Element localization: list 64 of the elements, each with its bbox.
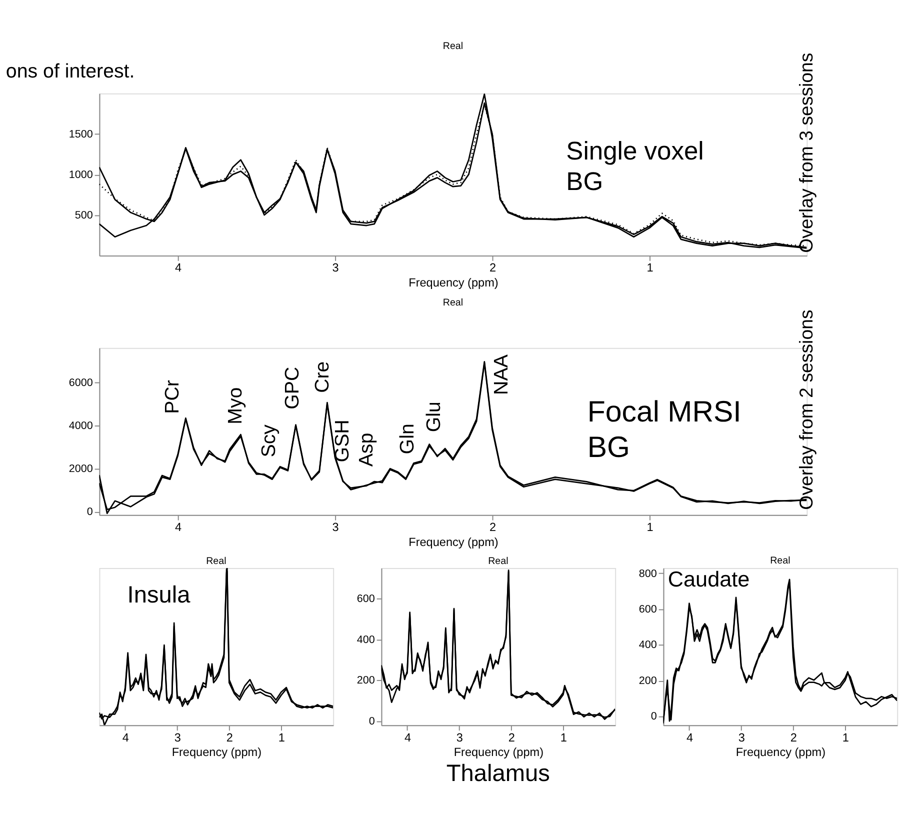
text: ons of interest. bbox=[6, 60, 135, 83]
x-tick-label: 3 bbox=[332, 262, 340, 275]
x-tick-label: 1 bbox=[646, 262, 654, 275]
annotation: Glu bbox=[422, 402, 445, 432]
annotation: Cre bbox=[312, 361, 334, 393]
y-tick-label: 200 bbox=[638, 674, 657, 687]
x-tick-label: 1 bbox=[842, 731, 849, 744]
x-tick-label: 2 bbox=[226, 731, 233, 744]
chart-title: Real bbox=[442, 298, 464, 309]
annotation: Asp bbox=[356, 432, 378, 467]
x-tick-label: 3 bbox=[456, 731, 464, 744]
text: Thalamus bbox=[446, 760, 550, 786]
annotation: PCr bbox=[162, 380, 184, 414]
annotation: Scy bbox=[258, 424, 280, 458]
x-axis-title: Frequency (ppm) bbox=[736, 746, 826, 760]
annotation: GPC bbox=[281, 366, 304, 410]
annotation: Overlay from 3 sessions bbox=[796, 52, 817, 253]
annotation: Focal MRSI BG bbox=[587, 396, 742, 464]
y-tick-label: 500 bbox=[74, 209, 93, 222]
annotation: GSH bbox=[332, 420, 354, 462]
y-tick-label: 400 bbox=[356, 634, 375, 646]
y-tick-label: 800 bbox=[638, 568, 657, 580]
x-tick-label: 2 bbox=[489, 521, 496, 534]
x-axis-title: Frequency (ppm) bbox=[454, 746, 544, 760]
chart-title: Real bbox=[770, 556, 790, 567]
x-tick-label: 2 bbox=[790, 731, 797, 744]
x-tick-label: 1 bbox=[278, 731, 285, 744]
chart-title: Real bbox=[488, 556, 508, 568]
y-tick-label: 600 bbox=[638, 604, 657, 616]
y-tick-label: 1000 bbox=[68, 168, 93, 181]
x-tick-label: 4 bbox=[404, 731, 412, 744]
annotation: Gln bbox=[396, 424, 419, 454]
x-tick-label: 4 bbox=[175, 262, 182, 275]
y-tick-label: 0 bbox=[650, 710, 657, 723]
y-tick-label: 2000 bbox=[68, 463, 93, 476]
chart-title: Real bbox=[206, 556, 226, 568]
y-tick-label: 600 bbox=[356, 593, 375, 606]
x-tick-label: 4 bbox=[175, 521, 182, 534]
y-tick-label: 200 bbox=[356, 674, 375, 687]
annotation: Caudate bbox=[668, 566, 750, 592]
annotation: Single voxel BG bbox=[566, 137, 704, 196]
y-tick-label: 4000 bbox=[68, 420, 93, 432]
y-tick-label: 0 bbox=[368, 716, 375, 728]
annotation: NAA bbox=[490, 354, 513, 395]
annotation: Myo bbox=[224, 387, 247, 424]
x-axis-title: Frequency (ppm) bbox=[408, 276, 498, 290]
y-tick-label: 400 bbox=[638, 639, 657, 652]
y-tick-label: 0 bbox=[86, 506, 93, 518]
x-tick-label: 2 bbox=[508, 731, 515, 744]
x-tick-label: 4 bbox=[122, 731, 130, 744]
x-axis-title: Frequency (ppm) bbox=[408, 536, 498, 549]
x-tick-label: 3 bbox=[332, 521, 340, 534]
x-tick-label: 1 bbox=[560, 731, 567, 744]
x-tick-label: 1 bbox=[646, 521, 654, 534]
y-tick-label: 6000 bbox=[68, 376, 93, 389]
x-tick-label: 3 bbox=[738, 731, 746, 744]
y-tick-label: 1500 bbox=[68, 128, 93, 140]
x-tick-label: 3 bbox=[174, 731, 182, 744]
x-tick-label: 4 bbox=[686, 731, 694, 744]
x-tick-label: 2 bbox=[489, 262, 496, 275]
chart-title: Real bbox=[442, 40, 464, 52]
annotation: Overlay from 2 sessions bbox=[796, 310, 817, 510]
x-axis-title: Frequency (ppm) bbox=[172, 746, 262, 760]
annotation: Insula bbox=[127, 581, 192, 608]
